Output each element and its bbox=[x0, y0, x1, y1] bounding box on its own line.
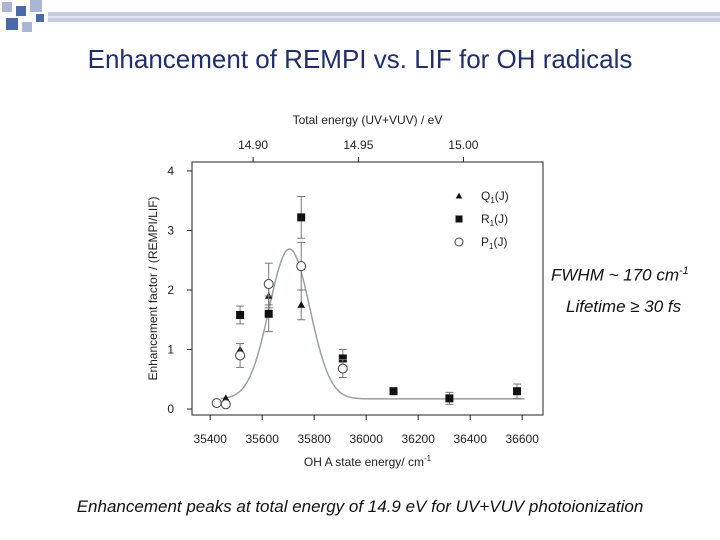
x-tick-label: 35600 bbox=[246, 432, 280, 446]
circle-data-point bbox=[220, 399, 231, 410]
lifetime-annotation: Lifetime ≥ 30 fs bbox=[566, 297, 682, 316]
top-tick-label: 14.90 bbox=[238, 138, 268, 152]
circle-data-point bbox=[296, 261, 307, 272]
top-tick-label: 15.00 bbox=[448, 138, 478, 152]
square-data-point bbox=[513, 387, 521, 396]
square-data-point bbox=[236, 310, 245, 319]
triangle-data-point bbox=[222, 394, 230, 402]
x-tick-label: 35400 bbox=[194, 432, 228, 446]
square-data-point bbox=[338, 354, 347, 363]
legend-marker-circle bbox=[454, 237, 464, 247]
y-tick-label: 3 bbox=[167, 223, 174, 237]
circle-data-point bbox=[337, 363, 348, 374]
corner-decoration bbox=[2, 0, 720, 32]
x-tick-label: 36000 bbox=[350, 432, 384, 446]
fwhm-text: FWHM ~ 170 cm bbox=[551, 265, 679, 285]
square-data-point bbox=[264, 309, 273, 318]
x-tick-label: 36600 bbox=[506, 432, 540, 446]
circle-data-point bbox=[263, 279, 274, 290]
y-tick-label: 0 bbox=[167, 402, 174, 416]
top-axis-label: Total energy (UV+VUV) / eV bbox=[293, 113, 443, 127]
plot-frame bbox=[191, 161, 544, 416]
x-tick-label: 35800 bbox=[298, 432, 332, 446]
y-axis-label: Enhancement factor / (REMPI/LIF) bbox=[146, 196, 160, 380]
x-tick-label: 36400 bbox=[454, 432, 488, 446]
x-tick-label: 36200 bbox=[402, 432, 436, 446]
deco-square bbox=[6, 18, 18, 30]
deco-square bbox=[30, 0, 42, 12]
y-tick-label: 2 bbox=[167, 283, 174, 297]
fwhm-unit-exponent: -1 bbox=[679, 265, 689, 277]
square-data-point bbox=[389, 387, 398, 396]
legend-label: P1(J) bbox=[481, 235, 507, 251]
y-tick-label: 4 bbox=[167, 164, 174, 178]
deco-square bbox=[22, 22, 32, 32]
x-axis-label: OH A state energy/ cm-1 bbox=[304, 454, 432, 469]
legend-marker-square bbox=[455, 215, 463, 223]
slide-caption: Enhancement peaks at total energy of 14.… bbox=[76, 497, 644, 516]
y-tick-label: 1 bbox=[167, 343, 174, 357]
top-tick-label: 14.95 bbox=[343, 138, 373, 152]
legend-label: R1(J) bbox=[481, 212, 508, 228]
square-data-point bbox=[297, 213, 306, 222]
circle-data-point bbox=[235, 350, 246, 361]
square-data-point bbox=[445, 394, 454, 403]
triangle-data-point bbox=[297, 301, 305, 308]
legend-label: Q1(J) bbox=[481, 189, 509, 205]
deco-square bbox=[36, 14, 44, 22]
slide-title: Enhancement of REMPI vs. LIF for OH radi… bbox=[87, 44, 633, 74]
legend-marker-triangle bbox=[455, 192, 463, 199]
deco-square bbox=[2, 2, 12, 12]
fwhm-annotation: FWHM ~ 170 cm-1 bbox=[551, 265, 689, 286]
gaussian-fit-curve bbox=[220, 248, 525, 400]
deco-square bbox=[16, 6, 26, 16]
circle-data-point bbox=[211, 398, 222, 409]
